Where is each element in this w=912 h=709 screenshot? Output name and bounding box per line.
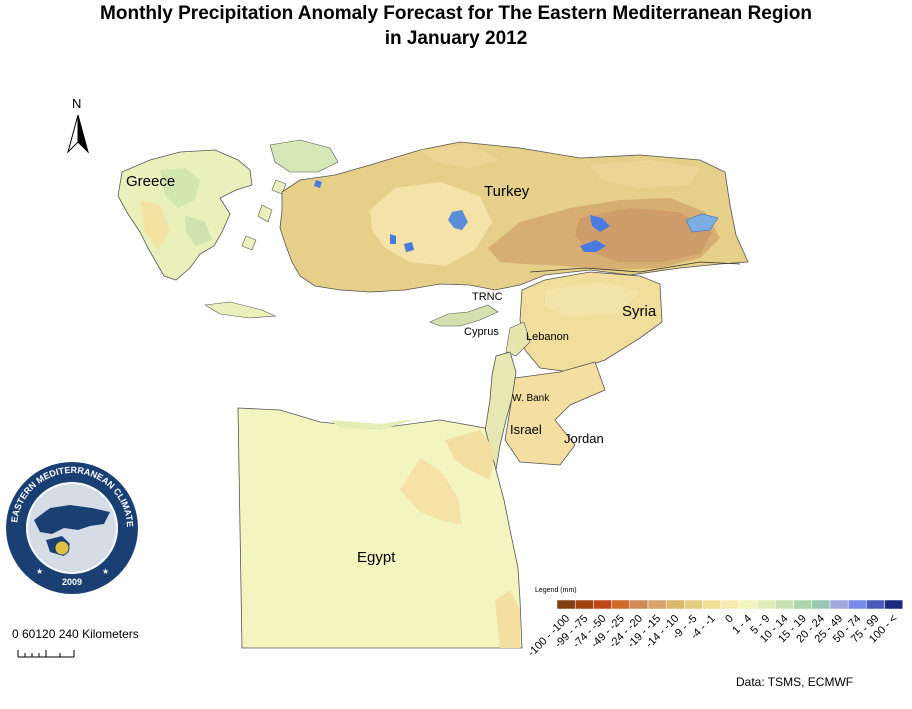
map-subtitle: in January 2012: [384, 28, 528, 49]
legend-swatch: [665, 599, 685, 610]
legend-swatch: [684, 599, 703, 610]
logo-star-left-icon: ★: [36, 567, 43, 576]
legend-title: Legend (mm): [535, 587, 577, 594]
scale-bar: [17, 650, 75, 658]
legend-swatch: [866, 599, 885, 610]
syria-label: Syria: [622, 303, 657, 320]
israel-label: Israel: [510, 422, 542, 437]
legend-labels: -100 - -100-99 - -75-74 - -50-49 - -25-2…: [526, 613, 900, 660]
legend-swatch: [574, 599, 594, 610]
legend-swatch: [793, 599, 813, 610]
map-title: Monthly Precipitation Anomaly Forecast f…: [100, 3, 812, 24]
cyprus-label: Cyprus: [464, 326, 499, 338]
egypt-region: [237, 407, 523, 649]
legend-swatch: [756, 599, 776, 610]
legend-swatch: [884, 599, 904, 610]
scale-bar-label: 0 60120 240 Kilometers: [12, 627, 139, 641]
legend-color-bar: [556, 599, 904, 610]
north-arrow-icon: [67, 114, 89, 154]
emcc-logo: EASTERN MEDITERRANEAN CLIMATE CENTRE 200…: [0, 0, 138, 594]
logo-year: 2009: [62, 577, 82, 587]
legend-swatch: [811, 599, 831, 610]
data-source: Data: TSMS, ECMWF: [736, 675, 854, 689]
lebanon-region: [505, 321, 531, 357]
greece-region: [117, 139, 339, 319]
cyprus-region: [429, 304, 499, 327]
north-label: N: [72, 96, 81, 111]
legend-swatch: [847, 599, 867, 610]
legend-swatch: [611, 599, 631, 610]
lebanon-label: Lebanon: [526, 331, 569, 343]
legend-swatch: [593, 599, 612, 610]
legend-swatch: [629, 599, 649, 610]
legend-swatch: [556, 599, 576, 610]
legend-swatch: [738, 599, 758, 610]
legend-swatch: [702, 599, 722, 610]
west-bank-label: W. Bank: [512, 393, 550, 404]
turkey-label: Turkey: [484, 183, 530, 200]
turkey-region: [279, 141, 749, 293]
legend-swatch: [829, 599, 849, 610]
legend-swatch: [775, 599, 794, 610]
legend-swatch: [720, 599, 740, 610]
jordan-region: [504, 361, 606, 466]
logo-star-right-icon: ★: [102, 567, 109, 576]
greece-label: Greece: [126, 173, 175, 190]
logo-ring-text: EASTERN MEDITERRANEAN CLIMATE CENTRE: [0, 0, 135, 527]
syria-region: [519, 271, 663, 373]
egypt-label: Egypt: [357, 549, 396, 566]
legend-swatch: [647, 599, 667, 610]
trnc-label: TRNC: [472, 291, 503, 303]
jordan-label: Jordan: [564, 431, 604, 446]
